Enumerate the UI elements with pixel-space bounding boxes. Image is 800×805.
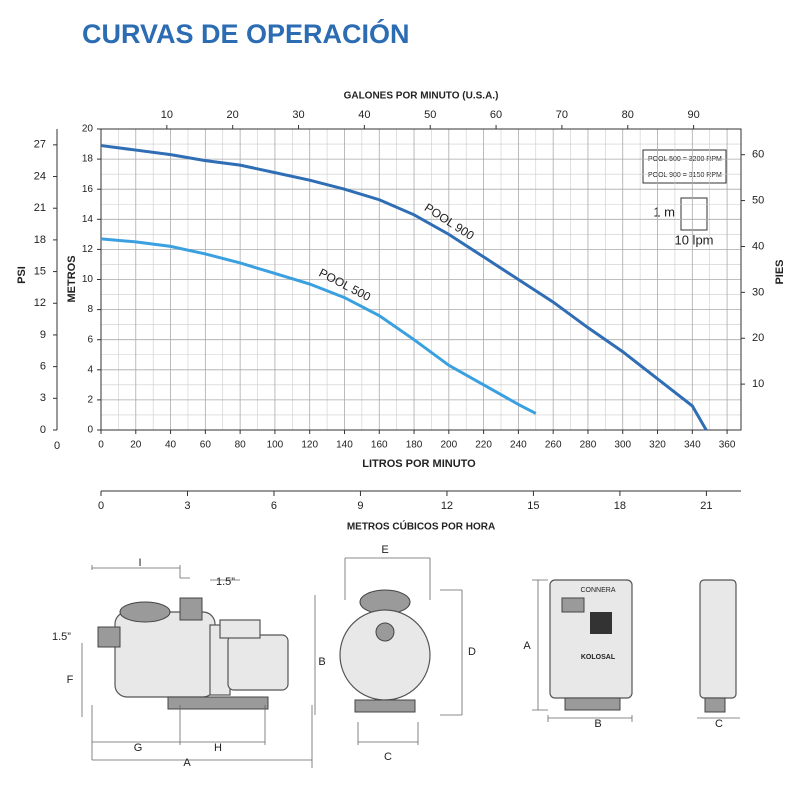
x3-tick-label: 6 xyxy=(271,500,277,512)
scale-box xyxy=(680,197,708,231)
x-tick-label: 200 xyxy=(440,440,457,451)
x3-tick-label: 3 xyxy=(184,500,190,512)
y-tick-label: 16 xyxy=(82,184,94,195)
x-tick-label: 20 xyxy=(130,440,142,451)
y-tick-label: 2 xyxy=(87,395,93,406)
dimension-label: D xyxy=(468,646,476,658)
dimension-label: E xyxy=(381,544,388,556)
model-label: KOLOSAL xyxy=(581,654,616,661)
dimension-label: C xyxy=(384,751,392,763)
x2-tick-label: 30 xyxy=(292,109,304,121)
y3-tick-label: 60 xyxy=(752,149,764,161)
pump-front-drawing xyxy=(339,557,463,745)
dimension-label: H xyxy=(214,742,222,754)
x-tick-label: 260 xyxy=(545,440,562,451)
brand-label: CONNERA xyxy=(580,587,615,594)
dimension-label: 1.5” xyxy=(216,576,235,588)
y2-tick-label: 0 xyxy=(40,424,46,436)
x3-tick-label: 12 xyxy=(441,500,453,512)
y3-tick-label: 40 xyxy=(752,240,764,252)
y2-axis-label: PSI xyxy=(16,266,28,284)
x-tick-label: 320 xyxy=(649,440,666,451)
y-tick-label: 6 xyxy=(87,334,93,345)
x-tick-label: 40 xyxy=(165,440,177,451)
y-tick-label: 14 xyxy=(82,214,94,225)
dimension-label: B xyxy=(594,718,601,730)
rpm-box xyxy=(642,149,727,184)
dimension-label: G xyxy=(134,742,143,754)
y2-tick-label: 6 xyxy=(40,361,46,373)
x3-tick-label: 18 xyxy=(614,500,626,512)
x2-tick-label: 90 xyxy=(687,109,699,121)
x-tick-label: 340 xyxy=(684,440,701,451)
x-tick-label: 220 xyxy=(475,440,492,451)
y3-tick-label: 10 xyxy=(752,378,764,390)
x3-tick-label: 21 xyxy=(700,500,712,512)
y3-axis-label: PIES xyxy=(774,259,786,284)
y-tick-label: 10 xyxy=(82,274,94,285)
x2-tick-label: 50 xyxy=(424,109,436,121)
x3-tick-label: 9 xyxy=(357,500,363,512)
x-tick-label: 120 xyxy=(301,440,318,451)
chart-title: CURVAS DE OPERACIÓN xyxy=(82,18,410,49)
x-tick-label: 60 xyxy=(200,440,212,451)
y2-tick-label: 15 xyxy=(34,265,46,277)
y2-tick-label: 9 xyxy=(40,329,46,341)
dimension-label: A xyxy=(183,757,191,769)
series-line xyxy=(100,237,537,415)
x2-tick-label: 40 xyxy=(358,109,370,121)
dimension-label: I xyxy=(138,557,141,569)
y-tick-label: 18 xyxy=(82,154,94,165)
y3-tick-label: 50 xyxy=(752,194,764,206)
x2-tick-label: 70 xyxy=(556,109,568,121)
x-tick-label: 160 xyxy=(371,440,388,451)
x-tick-label: 100 xyxy=(267,440,284,451)
x-tick-label: 300 xyxy=(614,440,631,451)
series-label: POOL 900 xyxy=(422,200,477,243)
x-tick-label: 360 xyxy=(719,440,736,451)
dimension-label: A xyxy=(523,640,531,652)
y-tick-label: 12 xyxy=(82,244,94,255)
y2-tick-label: 21 xyxy=(34,202,46,214)
scale-label: 10 lpm xyxy=(674,232,713,247)
x2-tick-label: 20 xyxy=(227,109,239,121)
y-axis-label: METROS xyxy=(66,255,78,302)
x-tick-label: 280 xyxy=(580,440,597,451)
y3-tick-label: 30 xyxy=(752,286,764,298)
x2-axis-label: GALONES POR MINUTO (U.S.A.) xyxy=(344,91,499,102)
x3-tick-label: 0 xyxy=(98,500,104,512)
x-tick-label: 240 xyxy=(510,440,527,451)
scale-label: 1 m xyxy=(653,204,675,219)
x3-axis-label: METROS CÚBICOS POR HORA xyxy=(347,520,495,533)
y-tick-label: 4 xyxy=(87,364,93,375)
y2-tick-label: 24 xyxy=(34,170,46,182)
y-tick-label: 20 xyxy=(82,124,94,135)
x-tick-label: 140 xyxy=(336,440,353,451)
y-tick-label: 8 xyxy=(87,304,93,315)
y2-tick-label: 27 xyxy=(34,139,46,151)
x-tick-label: 80 xyxy=(235,440,247,451)
x-tick-label: 180 xyxy=(406,440,423,451)
dimension-label: C xyxy=(715,718,723,730)
dimension-label: 1.5” xyxy=(52,631,71,643)
y2-tick-label: 3 xyxy=(40,392,46,404)
corner-label: 0 xyxy=(54,440,60,452)
y3-tick-label: 20 xyxy=(752,332,764,344)
series-line xyxy=(100,144,708,431)
x-tick-label: 0 xyxy=(98,440,104,451)
controller-drawing xyxy=(532,579,740,722)
rpm-note: POOL 900 = 3150 RPM xyxy=(648,172,722,179)
x-axis-label: LITROS POR MINUTO xyxy=(362,458,476,470)
x2-tick-label: 80 xyxy=(622,109,634,121)
dimension-label: B xyxy=(318,656,325,668)
y2-tick-label: 18 xyxy=(34,234,46,246)
dimension-label: F xyxy=(67,674,74,686)
x2-tick-label: 10 xyxy=(161,109,173,121)
y2-tick-label: 12 xyxy=(34,297,46,309)
x2-tick-label: 60 xyxy=(490,109,502,121)
x3-tick-label: 15 xyxy=(527,500,539,512)
pump-side-drawing xyxy=(81,565,316,768)
y-tick-label: 0 xyxy=(87,425,93,436)
